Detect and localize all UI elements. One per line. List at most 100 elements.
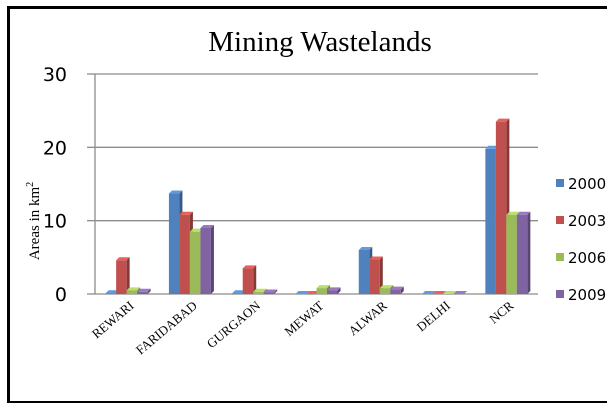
legend-item: 2000 [556,175,606,193]
bar-front [200,228,211,294]
bar-top [358,247,373,250]
y-tick-label: 10 [43,211,67,233]
legend-label: 2006 [568,249,606,267]
bar-front [516,214,528,294]
legend: 2000 2003 2006 2009 [556,175,606,304]
legend-label: 2003 [568,212,606,230]
bar-side [147,288,151,294]
bar-top [422,291,436,294]
bar [327,287,341,294]
x-tick-label: DELHI [413,298,453,335]
y-axis-label-superscript: 2 [25,182,36,187]
bar [390,286,404,294]
y-axis-label: Areas in km2 [25,182,43,260]
bar-front [242,268,254,294]
bar-top [137,288,151,292]
bar [263,289,278,294]
bar-front [390,289,401,294]
bar-top [253,288,267,292]
y-ticks: 0 10 20 30 [43,64,67,306]
legend-item: 2006 [556,249,606,267]
legend-item: 2009 [556,286,606,304]
bar [242,265,257,294]
gridlines [87,73,538,295]
bar-side [274,289,278,294]
legend-item: 2003 [556,212,606,230]
bar-top [179,211,193,215]
bar-top [327,287,341,291]
bar [422,291,436,294]
bar [516,211,531,294]
x-tick-label: NCR [486,298,516,327]
bar [443,291,457,294]
bar-top [516,211,531,215]
chart-frame [7,6,607,403]
bar [369,256,383,294]
bar-front [126,290,138,294]
bars [105,118,531,295]
bar-front [506,214,517,294]
bar [432,291,447,294]
bar-top [295,291,309,294]
bar [453,291,468,294]
x-tick-label: MEWAT [281,298,326,339]
bar-top [316,285,330,289]
bar [295,291,309,294]
bar-front [105,293,117,294]
bar-top [242,265,257,269]
bar-side [379,256,383,294]
bar-top [485,145,499,149]
bar-side [126,257,130,294]
bar-top [200,225,214,228]
bar-side [337,287,341,294]
bar-front [179,214,190,294]
bar-side [527,211,531,294]
bar-front [168,193,180,294]
bar [200,225,214,294]
bar-front [189,231,201,294]
legend-label: 2009 [568,286,606,304]
chart-title: Mining Wastelands [208,26,431,58]
bar-front [485,148,496,294]
x-tick-label: GURGAON [204,297,264,351]
bar-front [316,288,327,294]
bar [116,257,130,294]
bar [306,291,320,294]
bar-front [137,291,148,294]
bar-top [105,290,120,294]
bar-front [369,259,380,294]
bar-top [232,290,246,294]
x-tick-label: FARIDABAD [133,298,200,358]
y-tick-label: 0 [55,284,67,306]
bar-top [168,190,183,194]
bar-top [369,256,383,260]
bar-top [126,287,141,291]
y-tick-label: 20 [43,137,67,159]
bar-side [400,286,404,294]
legend-swatch [556,216,564,224]
bar-top [116,257,130,261]
bar-top [390,286,404,290]
bar-front [253,291,264,294]
bar-front [116,260,127,294]
bar-front [327,290,338,294]
bar-top [306,291,320,294]
bar-top [263,289,278,293]
bar-side [210,225,214,294]
x-tick-label: REWARI [89,298,137,342]
x-tick-label: ALWAR [345,298,390,339]
bar-top [453,291,468,294]
legend-swatch [556,179,564,187]
bar-top [379,285,394,289]
y-tick-label: 30 [43,64,67,86]
bar-front [358,250,370,294]
legend-swatch [556,253,564,261]
bar-top [495,118,510,122]
bar-front [232,293,243,294]
legend-swatch [556,290,564,298]
legend-label: 2000 [568,175,606,193]
bar-front [263,292,275,294]
bar-front [379,288,391,294]
